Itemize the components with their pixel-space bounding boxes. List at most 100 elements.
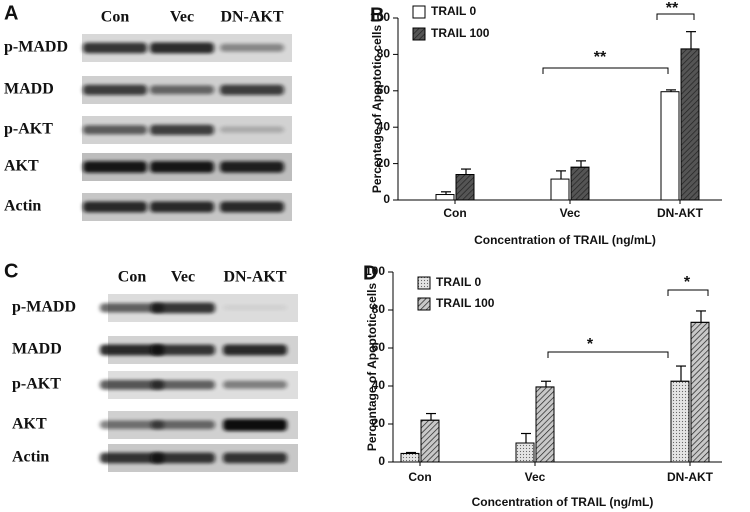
legend-label: TRAIL 100: [436, 296, 495, 310]
protein-label: Actin: [4, 198, 41, 215]
y-axis-label: Percentage of Apoptotic cells: [365, 283, 379, 452]
protein-label: MADD: [4, 81, 54, 98]
protein-label: MADD: [12, 341, 62, 358]
bar: [670, 380, 690, 463]
blot-band: [220, 43, 284, 52]
protein-label: AKT: [12, 416, 47, 433]
x-tick-label: DN-AKT: [667, 470, 714, 484]
blot-band: [151, 344, 215, 356]
bar: [435, 194, 455, 201]
y-tick-label: 60: [372, 340, 386, 354]
blot-band: [150, 85, 214, 95]
lane-label: DN-AKT: [220, 9, 283, 26]
x-tick-label: Con: [443, 206, 466, 220]
x-axis-label: Concentration of TRAIL (ng/mL): [472, 495, 654, 509]
y-tick-label: 40: [377, 119, 391, 133]
blot-band: [150, 161, 214, 173]
panel-letter: B: [370, 4, 384, 26]
x-tick-label: Vec: [560, 206, 581, 220]
blot-band: [150, 124, 214, 135]
blot-band: [100, 303, 164, 313]
y-tick-label: 100: [370, 10, 390, 24]
y-tick-label: 0: [378, 454, 385, 468]
blot-band: [151, 420, 215, 430]
bar: [660, 91, 680, 201]
blot-band: [223, 344, 287, 356]
x-tick-label: Vec: [525, 470, 546, 484]
blot-band: [223, 304, 287, 311]
y-tick-label: 60: [377, 83, 391, 97]
legend-swatch-pattern: [417, 276, 431, 290]
significance-label: **: [594, 49, 607, 66]
significance-bracket: [542, 67, 669, 74]
blot-band: [100, 420, 164, 429]
blot-band: [220, 126, 284, 133]
lane-label: Con: [118, 269, 147, 286]
y-tick-label: 80: [377, 47, 391, 61]
y-tick-label: 0: [383, 192, 390, 206]
significance-bracket: [547, 351, 669, 358]
blot-band: [223, 380, 287, 389]
y-tick-label: 20: [377, 156, 391, 170]
blot-band: [151, 452, 215, 464]
blot-band: [150, 201, 214, 213]
protein-label: Actin: [12, 449, 49, 466]
blot-band: [151, 380, 215, 390]
legend-swatch-pattern: [412, 27, 426, 41]
lane-label: DN-AKT: [223, 269, 286, 286]
x-tick-label: Con: [408, 470, 431, 484]
x-tick-label: DN-AKT: [657, 206, 704, 220]
blot-band: [83, 125, 147, 135]
significance-label: *: [684, 274, 691, 291]
bar: [515, 442, 535, 463]
significance-bracket: [656, 13, 695, 20]
blot-band: [220, 84, 284, 95]
legend-swatch-pattern: [417, 297, 431, 311]
blot-band: [150, 42, 214, 54]
legend-label: TRAIL 0: [431, 4, 476, 18]
y-tick-label: 40: [372, 378, 386, 392]
panel-letter: D: [363, 262, 377, 284]
y-tick-label: 20: [372, 416, 386, 430]
significance-label: *: [587, 336, 594, 353]
panel-letter: C: [4, 260, 18, 282]
blot-band: [83, 201, 147, 213]
x-axis-label: Concentration of TRAIL (ng/mL): [474, 233, 656, 247]
protein-label: p-MADD: [12, 299, 76, 316]
bar: [400, 452, 420, 463]
blot-band: [220, 201, 284, 213]
bar: [455, 174, 475, 201]
bar: [550, 178, 570, 201]
protein-label: AKT: [4, 158, 39, 175]
significance-bracket: [667, 289, 709, 296]
blot-band: [100, 380, 164, 390]
protein-label: p-MADD: [4, 39, 68, 56]
bar: [690, 321, 710, 463]
blot-band: [83, 42, 147, 54]
blot-band: [100, 452, 164, 464]
bar: [420, 419, 440, 463]
lane-label: Vec: [170, 9, 194, 26]
y-tick-label: 100: [365, 264, 385, 278]
blot-band: [223, 452, 287, 464]
blot-band: [83, 84, 147, 95]
blot-band: [220, 161, 284, 173]
panel-letter: A: [4, 2, 18, 24]
bar: [535, 386, 555, 463]
blot-band: [83, 161, 147, 173]
protein-label: p-AKT: [4, 121, 53, 138]
bar: [680, 48, 700, 201]
y-axis-label: Percentage of Apoptotic cells: [370, 25, 384, 194]
y-tick-label: 80: [372, 302, 386, 316]
significance-label: **: [666, 0, 679, 17]
blot-band: [151, 302, 215, 314]
legend-label: TRAIL 0: [436, 275, 481, 289]
lane-label: Vec: [171, 269, 195, 286]
bar: [570, 166, 590, 201]
blot-band: [100, 344, 164, 356]
blot-band: [223, 419, 287, 431]
legend-swatch: [412, 5, 426, 19]
legend-label: TRAIL 100: [431, 26, 490, 40]
lane-label: Con: [101, 9, 130, 26]
